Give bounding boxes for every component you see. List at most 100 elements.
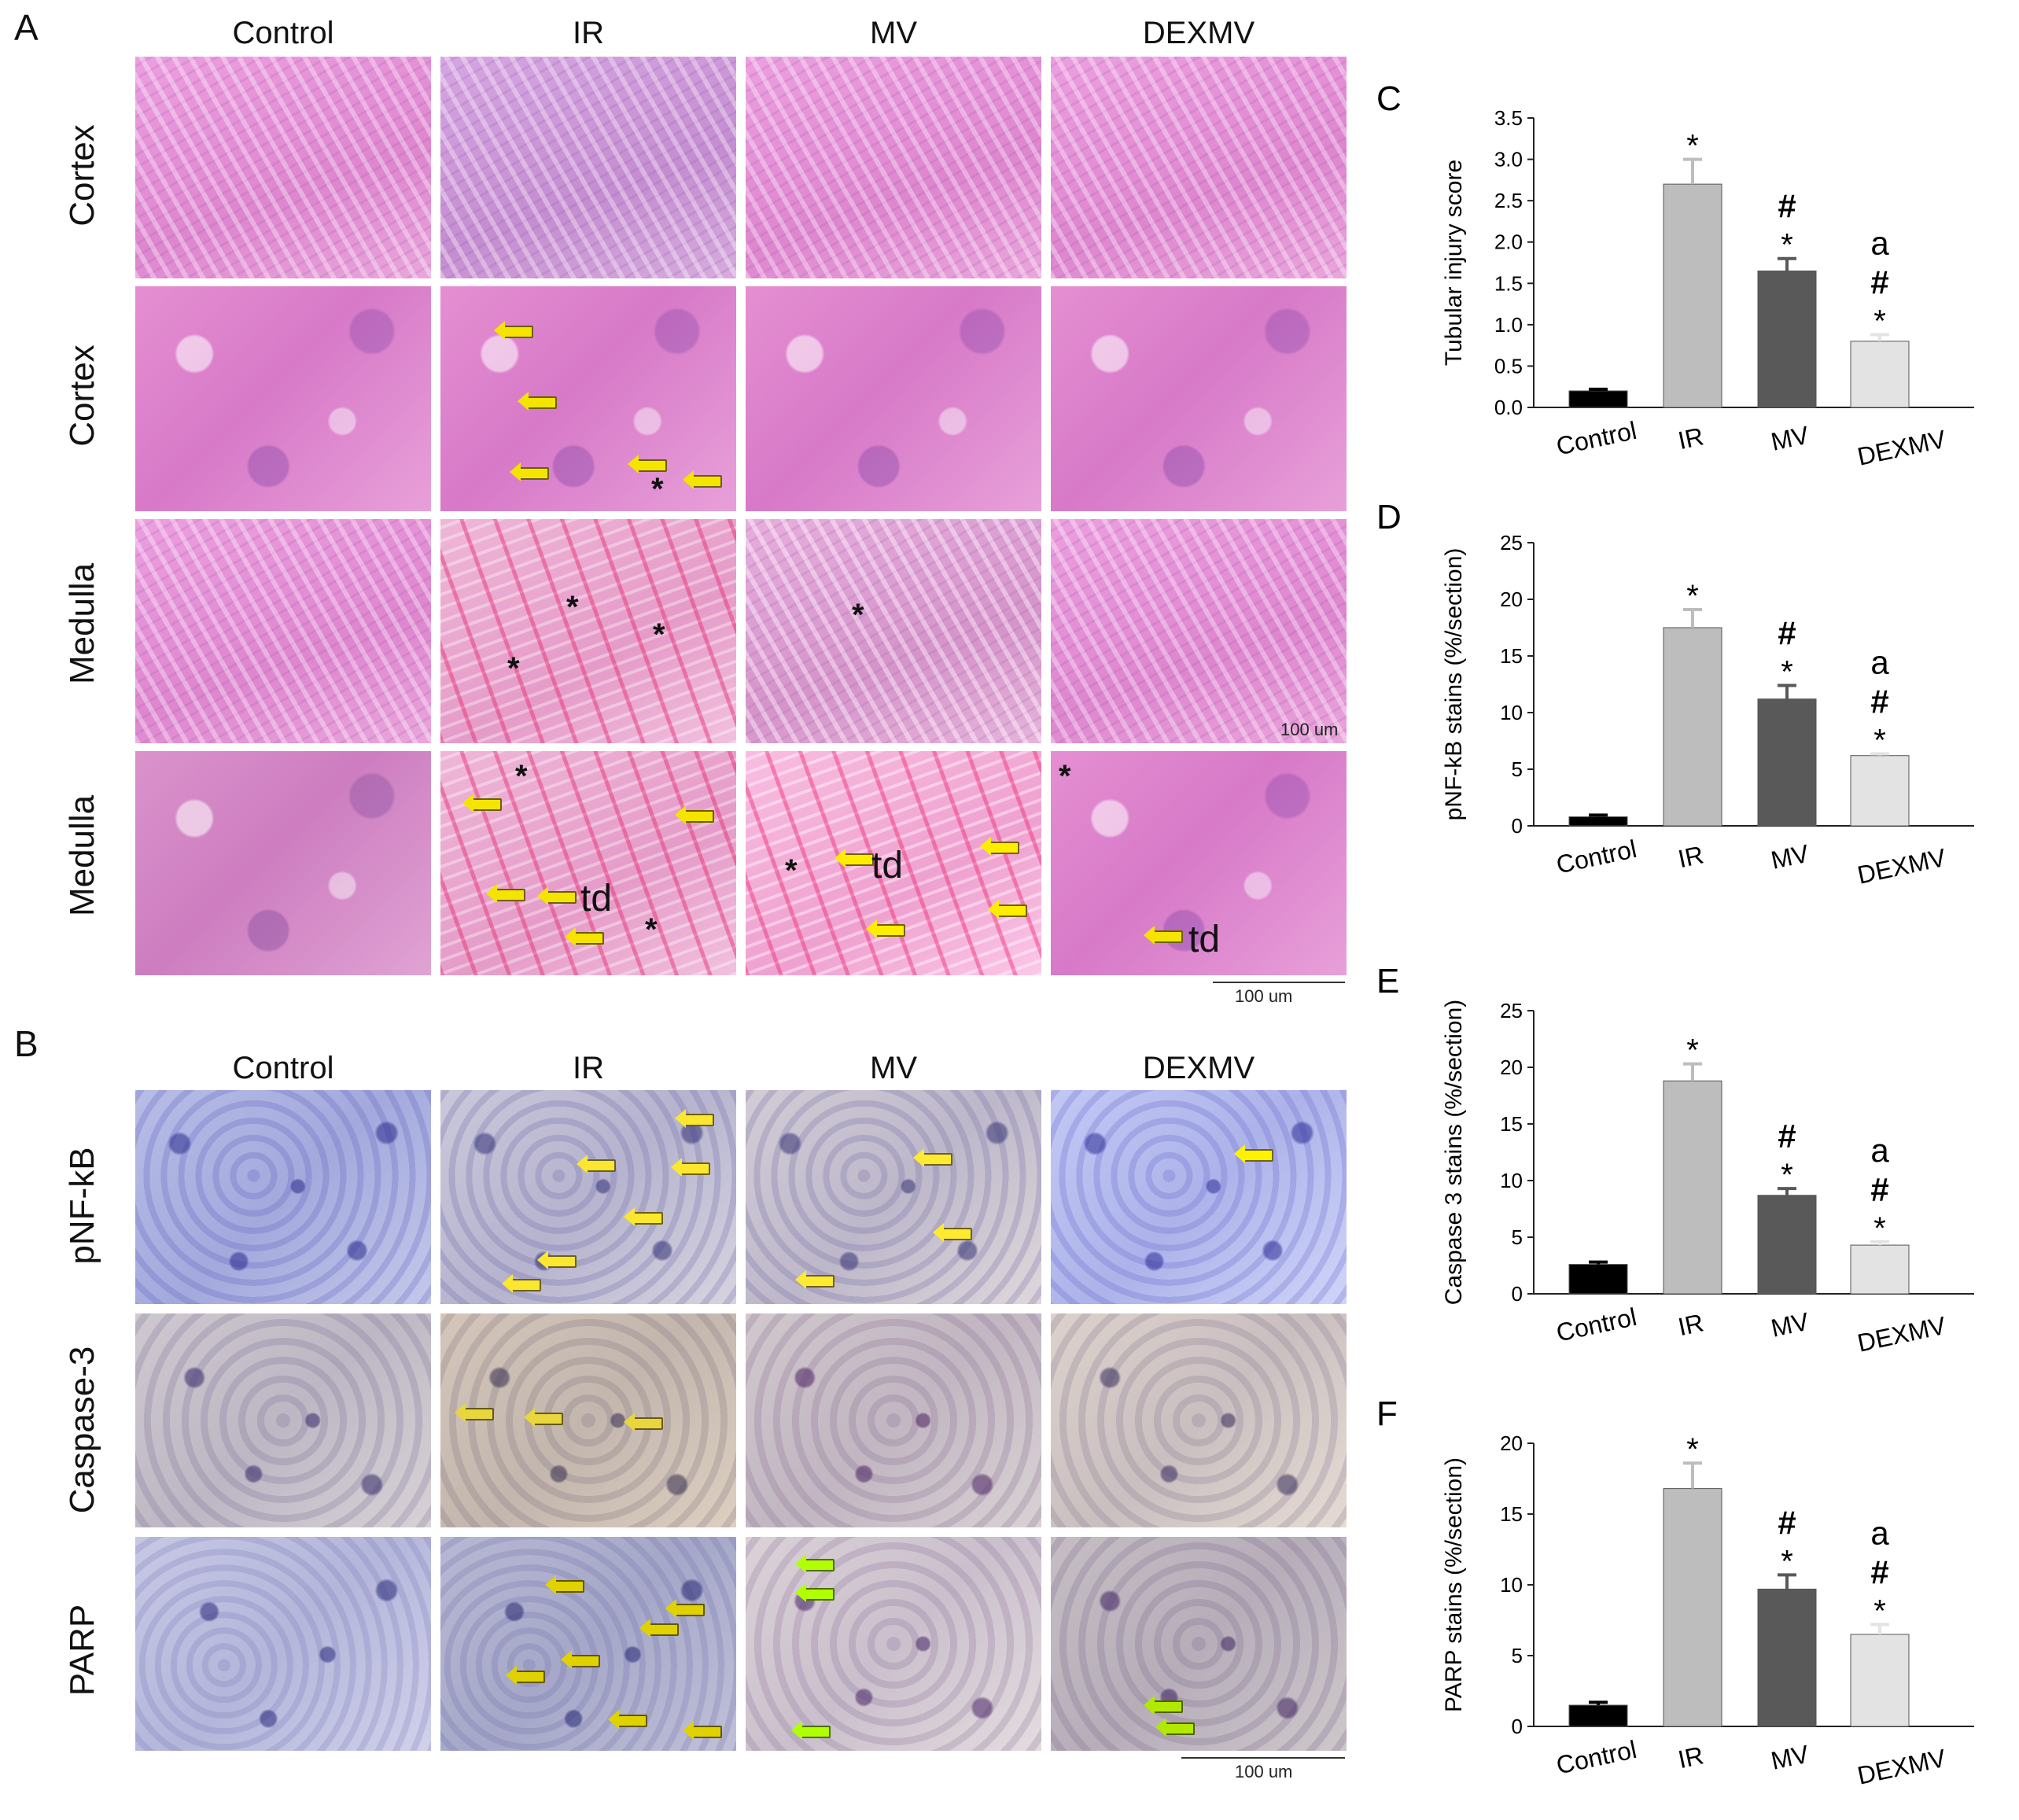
asterisk-mark: *: [852, 598, 864, 632]
micrograph-a-medulla-hi-control: [135, 751, 431, 975]
micrograph-a-medulla-control: [135, 519, 431, 743]
chart-f-letter: F: [1376, 1394, 1398, 1433]
chart-c-ylabel: Tubular injury score: [1441, 160, 1467, 366]
chart-d-xtick-control: Control: [1554, 834, 1639, 879]
chart-e-bar-dexmv: [1850, 1244, 1910, 1295]
arrow-icon: [624, 1207, 663, 1226]
chart-d-ylabel: pNF-kB stains (%/section): [1441, 548, 1467, 821]
chart-f-annotation: #: [1870, 1553, 1888, 1590]
bar-charts: C 0.0 0.5 1.0 1.5 2.0 2.5 3.0 3.5 Tubular injury …: [1376, 79, 1974, 1790]
chart-f-bar-mv: [1757, 1588, 1817, 1727]
chart-f-xtick-ir: IR: [1675, 1741, 1706, 1774]
chart-c-xtick-control: Control: [1554, 416, 1639, 461]
arrow-icon: [866, 919, 905, 938]
micrograph-a-cortex-hi-ir: *: [440, 286, 736, 511]
chart-c-ytick-label: 3.5: [1494, 106, 1523, 130]
micrograph-b-pnfkb-mv: [746, 1090, 1041, 1304]
micrograph-b-caspase3-mv: [746, 1313, 1041, 1527]
asterisk-mark: *: [651, 472, 664, 507]
micrograph-a-cortex-dexmv: [1051, 57, 1347, 278]
micrograph-a-medulla-hi-dexmv: * td: [1051, 751, 1347, 975]
micrograph-a-cortex-hi-control: [135, 286, 431, 511]
chart-e-ytick-label: 0: [1512, 1282, 1523, 1306]
arrow-icon: [675, 805, 714, 824]
chart-f-bar-control: [1568, 1704, 1628, 1727]
micrograph-b-caspase3-control: [135, 1313, 431, 1527]
chart-e-ytick-label: 25: [1500, 999, 1523, 1022]
chart-c-ytick-label: 1.5: [1494, 271, 1523, 295]
chart-f-xtick-control: Control: [1554, 1735, 1639, 1780]
chart-c-ytick-label: 1.0: [1494, 313, 1523, 337]
chart-c-ytick-label: 2.0: [1494, 230, 1523, 254]
micrograph-b-pnfkb-ir: [440, 1090, 736, 1304]
asterisk-mark: *: [507, 651, 520, 686]
scale-bar: [1181, 1757, 1345, 1759]
panel-a-col-control: Control: [232, 16, 334, 50]
chart-d-bar-control: [1568, 816, 1628, 827]
micrograph-a-cortex-ir: [440, 57, 736, 278]
arrow-icon: [675, 1109, 714, 1128]
arrow-icon: [518, 392, 557, 411]
micrograph-b-pnfkb-dexmv: [1051, 1090, 1347, 1304]
chart-f-annotation: *: [1686, 1432, 1699, 1467]
micrograph-b-pnfkb-control: [135, 1090, 431, 1304]
chart-c-annotation: *: [1686, 129, 1699, 164]
arrow-icon: [795, 1583, 834, 1602]
micrograph-b-parp-mv: [746, 1537, 1041, 1751]
chart-f-ytick-label: 10: [1500, 1573, 1523, 1597]
chart-d-annotation: *: [1873, 724, 1886, 758]
asterisk-mark: *: [566, 590, 579, 624]
micrograph-a-medulla-mv: *: [746, 519, 1041, 743]
td-label: td: [871, 845, 904, 886]
arrow-icon: [639, 1619, 679, 1638]
arrow-icon: [791, 1721, 831, 1740]
scale-label-inner: 100 um: [1280, 720, 1339, 739]
td-label: td: [580, 878, 613, 919]
panel-a-row-cortex-high: Cortex: [63, 344, 101, 447]
chart-f-ytick-label: 5: [1512, 1644, 1523, 1667]
arrow-icon: [980, 837, 1019, 856]
chart-c-bar-dexmv: [1850, 341, 1910, 408]
chart-e-annotation: *: [1686, 1033, 1699, 1068]
chart-c-bar-control: [1568, 390, 1628, 408]
chart-e-annotation: #: [1778, 1118, 1796, 1155]
arrow-icon: [608, 1710, 647, 1729]
micrograph-a-medulla-hi-ir: * td *: [440, 751, 736, 975]
panel-b-col-mv: MV: [870, 1051, 917, 1085]
chart-c-bar-ir: [1663, 183, 1722, 408]
chart-c-ytick-label: 0.5: [1494, 354, 1523, 378]
chart-d-annotation: #: [1870, 683, 1888, 720]
chart-c-xtick-dexmv: DEXMV: [1855, 425, 1948, 471]
chart-f-annotation: #: [1778, 1504, 1796, 1541]
chart-f-annotation: a: [1870, 1514, 1889, 1551]
arrow-icon: [577, 1155, 616, 1173]
chart-c-ytick-label: 3.0: [1494, 148, 1523, 171]
micrograph-a-medulla-hi-mv: * td: [746, 751, 1041, 975]
arrow-icon: [494, 321, 533, 340]
arrow-icon: [462, 794, 502, 812]
chart-c-xtick-mv: MV: [1768, 421, 1811, 456]
charts-column: C 0.0 0.5 1.0 1.5 2.0 2.5 3.0 3.5 Tubular injury …: [1353, 0, 2013, 1816]
chart-f-bar-ir: [1663, 1488, 1722, 1727]
arrow-icon: [795, 1554, 834, 1573]
scale-bar: [1213, 982, 1345, 983]
chart-c-letter: C: [1376, 79, 1402, 118]
chart-d-ytick-label: 20: [1500, 588, 1523, 611]
panel-a-col-dexmv: DEXMV: [1142, 16, 1255, 50]
asterisk-mark: *: [785, 853, 798, 888]
chart-d-ytick-label: 10: [1500, 701, 1523, 724]
panel-b-col-ir: IR: [573, 1051, 604, 1085]
micrograph-a-cortex-control: [135, 57, 431, 278]
chart-c-ytick-label: 2.5: [1494, 189, 1523, 212]
chart-f-ytick-label: 15: [1500, 1502, 1523, 1526]
chart-f-xtick-mv: MV: [1768, 1740, 1811, 1775]
arrow-icon: [1234, 1144, 1273, 1163]
chart-e-ytick-label: 10: [1500, 1169, 1523, 1192]
chart-e-annotation: *: [1781, 1158, 1793, 1192]
panel-a-row-medulla-low: Medulla: [63, 562, 101, 685]
chart-f-annotation: *: [1873, 1593, 1886, 1628]
micrograph-b-caspase3-ir: [440, 1313, 736, 1527]
chart-d-ytick-label: 0: [1512, 814, 1523, 838]
arrow-icon: [545, 1575, 584, 1594]
chart-e-annotation: *: [1873, 1211, 1886, 1246]
